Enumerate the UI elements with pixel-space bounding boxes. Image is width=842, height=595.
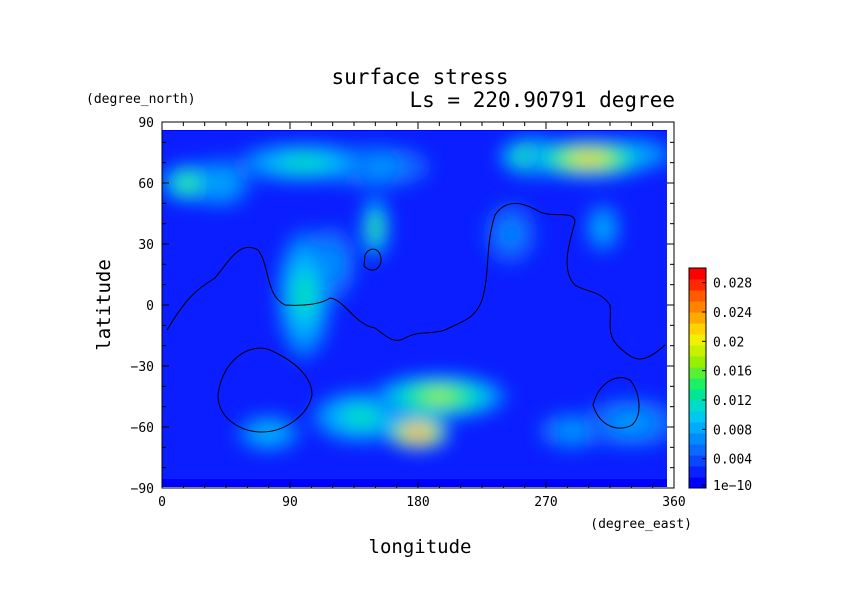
colorbar-swatch xyxy=(689,312,706,324)
stress-blob xyxy=(373,222,378,234)
colorbar-swatch xyxy=(689,301,706,313)
stress-blob xyxy=(578,155,600,162)
stress-blob xyxy=(622,418,640,428)
colorbar-swatch xyxy=(689,345,706,357)
x-tick-label: 270 xyxy=(534,495,557,510)
colorbar-tick-label: 0.008 xyxy=(713,423,752,438)
y-tick-label: 30 xyxy=(138,238,154,253)
y-tick-label: 0 xyxy=(146,299,154,314)
x-tick-label: 180 xyxy=(406,495,429,510)
colorbar-swatch xyxy=(689,367,706,379)
plot-area xyxy=(162,130,667,487)
colorbar-swatch xyxy=(689,477,706,489)
colorbar-swatch xyxy=(689,455,706,467)
colorbar-swatch xyxy=(689,411,706,423)
colorbar-swatch xyxy=(689,466,706,478)
stress-blob xyxy=(599,223,606,233)
colorbar-tick-label: 1e−10 xyxy=(713,479,752,494)
colorbar-swatch xyxy=(689,400,706,412)
colorbar-swatch xyxy=(689,433,706,445)
x-tick-label: 0 xyxy=(158,495,166,510)
colorbar-swatch xyxy=(689,268,706,280)
colorbar-swatch xyxy=(689,378,706,390)
stress-blob xyxy=(412,430,424,436)
colorbar-tick-label: 0.028 xyxy=(713,277,752,292)
chart-subtitle: Ls = 220.90791 degree xyxy=(409,88,675,112)
axes: 0 90 180 270 360 90 60 30 0 −30 −60 −90 xyxy=(131,116,686,510)
contour-line-southeast-basin xyxy=(592,377,640,429)
y-units-label: (degree_north) xyxy=(86,92,196,107)
colorbar-swatch xyxy=(689,444,706,456)
y-tick-label: 90 xyxy=(138,116,154,131)
colorbar-swatch xyxy=(689,290,706,302)
y-tick-label: −30 xyxy=(131,360,154,375)
y-axis-label: latitude xyxy=(93,259,115,351)
colorbar-frame xyxy=(688,267,707,489)
stress-field xyxy=(162,137,667,453)
x-units-label: (degree_east) xyxy=(590,517,692,532)
topography-contours xyxy=(166,202,666,433)
colorbar-swatch xyxy=(689,334,706,346)
colorbar-swatch xyxy=(689,356,706,368)
x-axis-label: longitude xyxy=(369,536,472,558)
stress-blob xyxy=(292,159,316,166)
chart-title: surface stress xyxy=(331,65,508,89)
stress-blob xyxy=(565,427,578,435)
colorbar-swatch xyxy=(689,323,706,335)
y-tick-label: −90 xyxy=(131,482,154,497)
colorbar-swatch xyxy=(689,389,706,401)
x-tick-label: 90 xyxy=(282,495,298,510)
colorbar-tick-label: 0.02 xyxy=(713,335,744,350)
contour-line-north-america xyxy=(166,202,666,360)
colorbar-swatch xyxy=(689,279,706,291)
colorbar-tick-label: 0.024 xyxy=(713,306,752,321)
stress-blob xyxy=(183,179,193,187)
colorbar-swatch xyxy=(689,422,706,434)
stress-blob xyxy=(505,228,515,240)
colorbar: 1e−10 0.004 0.008 0.012 0.016 0.02 0.024 0.028 xyxy=(688,267,752,494)
stress-blob xyxy=(213,178,225,188)
x-tick-label: 360 xyxy=(662,495,685,510)
polar-band-south xyxy=(162,479,667,487)
polar-band-north xyxy=(162,130,667,131)
y-tick-label: 60 xyxy=(138,177,154,192)
contour-line-southwest-basin xyxy=(217,347,313,433)
colorbar-tick-label: 0.016 xyxy=(713,365,752,380)
stress-blob xyxy=(427,392,451,401)
colorbar-tick-label: 0.004 xyxy=(713,453,752,468)
contour-line-island xyxy=(363,248,382,271)
y-tick-label: −60 xyxy=(131,421,154,436)
stress-blob xyxy=(352,412,370,422)
stress-blob xyxy=(299,283,309,306)
colorbar-tick-label: 0.012 xyxy=(713,394,752,409)
